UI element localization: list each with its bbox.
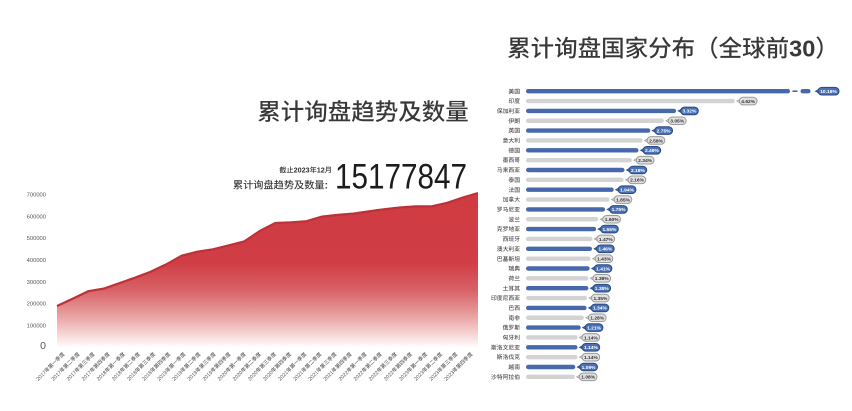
svg-text:10.18%: 10.18% xyxy=(820,89,837,95)
svg-text:200000: 200000 xyxy=(27,302,46,308)
svg-text:罗马尼亚: 罗马尼亚 xyxy=(497,205,520,214)
svg-text:1.75%: 1.75% xyxy=(612,207,627,213)
svg-text:斯洛文尼亚: 斯洛文尼亚 xyxy=(491,342,520,351)
svg-text:500000: 500000 xyxy=(27,236,46,242)
svg-text:伊朗: 伊朗 xyxy=(508,116,520,125)
svg-text:德国: 德国 xyxy=(508,145,520,154)
svg-text:2.16%: 2.16% xyxy=(630,178,645,184)
svg-text:西班牙: 西班牙 xyxy=(503,234,521,243)
svg-text:法国: 法国 xyxy=(508,185,520,194)
svg-text:累计询盘国家分布（全球前30）: 累计询盘国家分布（全球前30） xyxy=(507,30,839,64)
svg-text:截止2023年12月: 截止2023年12月 xyxy=(279,166,332,176)
svg-text:1.46%: 1.46% xyxy=(598,247,613,253)
svg-text:1.94%: 1.94% xyxy=(620,188,635,194)
svg-text:1.38%: 1.38% xyxy=(595,276,610,282)
svg-text:沙特阿拉伯: 沙特阿拉伯 xyxy=(491,372,520,381)
svg-text:15177847: 15177847 xyxy=(335,157,467,197)
svg-text:2.18%: 2.18% xyxy=(631,168,646,174)
svg-text:俄罗斯: 俄罗斯 xyxy=(503,323,521,332)
svg-text:意大利: 意大利 xyxy=(503,136,521,145)
svg-text:100000: 100000 xyxy=(27,323,46,329)
svg-text:匈牙利: 匈牙利 xyxy=(503,333,521,342)
svg-text:美国: 美国 xyxy=(508,86,520,95)
svg-text:累计询盘趋势及数量: 累计询盘趋势及数量 xyxy=(257,93,469,127)
svg-text:4.62%: 4.62% xyxy=(741,99,756,105)
svg-text:加拿大: 加拿大 xyxy=(503,195,521,204)
svg-text:1.14%: 1.14% xyxy=(584,345,599,351)
svg-text:1.85%: 1.85% xyxy=(616,197,631,203)
svg-text:3.05%: 3.05% xyxy=(670,119,685,125)
svg-text:1.35%: 1.35% xyxy=(593,296,608,302)
svg-text:2.58%: 2.58% xyxy=(649,138,664,144)
svg-text:澳大利亚: 澳大利亚 xyxy=(497,244,520,253)
svg-text:印度: 印度 xyxy=(508,96,520,105)
svg-text:3.32%: 3.32% xyxy=(682,109,697,115)
svg-text:南非: 南非 xyxy=(508,313,520,322)
svg-text:1.47%: 1.47% xyxy=(599,237,614,243)
svg-text:1.09%: 1.09% xyxy=(582,365,597,371)
svg-text:巴基斯坦: 巴基斯坦 xyxy=(497,254,520,263)
svg-text:累计询盘趋势及数量:: 累计询盘趋势及数量: xyxy=(233,176,328,191)
svg-text:泰国: 泰国 xyxy=(508,175,520,184)
svg-text:1.34%: 1.34% xyxy=(593,306,608,312)
svg-text:越南: 越南 xyxy=(508,362,520,371)
svg-text:土耳其: 土耳其 xyxy=(503,283,521,292)
svg-text:英国: 英国 xyxy=(508,126,520,135)
svg-text:克罗地亚: 克罗地亚 xyxy=(497,224,520,233)
svg-text:波兰: 波兰 xyxy=(508,214,520,223)
svg-text:印度尼西亚: 印度尼西亚 xyxy=(491,293,520,302)
svg-text:墨西哥: 墨西哥 xyxy=(503,155,521,164)
svg-text:巴西: 巴西 xyxy=(508,303,520,312)
svg-text:瑞典: 瑞典 xyxy=(508,264,520,273)
svg-text:2.75%: 2.75% xyxy=(657,128,672,134)
svg-text:1.43%: 1.43% xyxy=(597,256,612,262)
svg-text:1.38%: 1.38% xyxy=(595,286,610,292)
svg-text:300000: 300000 xyxy=(27,280,46,286)
svg-text:0: 0 xyxy=(40,340,46,352)
svg-text:2.49%: 2.49% xyxy=(645,148,660,154)
svg-text:马来西亚: 马来西亚 xyxy=(497,165,520,174)
svg-text:1.08%: 1.08% xyxy=(581,375,596,381)
svg-text:600000: 600000 xyxy=(27,214,46,220)
svg-text:荷兰: 荷兰 xyxy=(508,274,520,283)
svg-text:斯洛伐克: 斯洛伐克 xyxy=(497,352,520,361)
svg-text:1.14%: 1.14% xyxy=(584,335,599,341)
svg-text:1.55%: 1.55% xyxy=(602,227,617,233)
svg-text:1.28%: 1.28% xyxy=(590,316,605,322)
svg-text:400000: 400000 xyxy=(27,258,46,264)
svg-text:1.41%: 1.41% xyxy=(596,266,611,272)
svg-text:保加利亚: 保加利亚 xyxy=(497,106,520,115)
svg-text:1.14%: 1.14% xyxy=(584,355,599,361)
svg-text:700000: 700000 xyxy=(27,193,46,199)
svg-text:1.60%: 1.60% xyxy=(605,217,620,223)
svg-text:1.21%: 1.21% xyxy=(587,325,602,331)
svg-text:2.34%: 2.34% xyxy=(638,158,653,164)
